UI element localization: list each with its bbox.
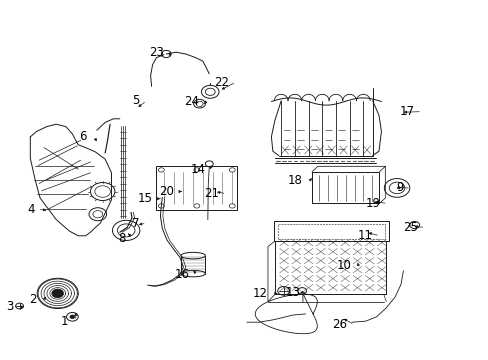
Text: 23: 23 [149,46,163,59]
Text: 4: 4 [28,203,35,216]
Text: 24: 24 [184,95,199,108]
Text: 18: 18 [287,174,302,187]
Text: 10: 10 [336,259,350,272]
Text: 14: 14 [190,163,205,176]
Text: 13: 13 [285,286,300,299]
Text: 3: 3 [6,300,14,312]
Bar [156,166,237,210]
Bar [274,241,386,294]
Text: 2: 2 [29,293,37,306]
Text: 9: 9 [395,181,403,194]
Text: 22: 22 [213,76,228,89]
Text: 15: 15 [138,192,152,205]
Text: 21: 21 [203,187,219,200]
Text: 8: 8 [118,232,125,245]
Text: 26: 26 [331,318,346,331]
Circle shape [52,289,63,298]
Text: 7: 7 [132,217,139,230]
Text: 12: 12 [252,287,267,300]
Bar [277,224,384,239]
Text: 5: 5 [132,94,139,107]
Text: 17: 17 [399,105,414,118]
Bar [273,221,388,241]
Text: 1: 1 [61,315,68,328]
Text: 6: 6 [80,130,87,143]
Text: 16: 16 [174,268,189,281]
Bar [311,172,379,203]
Text: 11: 11 [357,229,372,242]
Text: 19: 19 [365,197,380,210]
Circle shape [70,315,75,319]
Text: 25: 25 [403,221,417,234]
Text: 20: 20 [159,185,173,198]
